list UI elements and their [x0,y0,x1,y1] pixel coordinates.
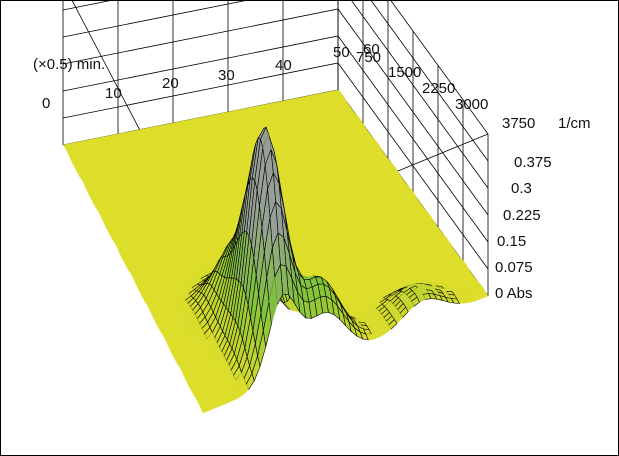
abs-tick-label: 0.375 [514,154,552,171]
time-tick-label: 20 [162,75,179,92]
wavenumber-tick-label: 3000 [455,96,488,113]
wavenumber-tick-label: 750 [356,49,381,66]
abs-tick-label: 0.075 [495,259,533,276]
wavenumber-tick-label: 2250 [422,80,455,97]
time-tick-label: 0 [42,95,50,112]
wavenumber-tick-label: 3750 [502,115,535,132]
time-axis-unit: (×0.5) min. [33,56,105,73]
time-tick-label: 50 [333,44,350,61]
abs-tick-label: 0.3 [511,180,532,197]
abs-tick-label: 0.15 [497,233,526,250]
wavenumber-tick-label: 1500 [388,64,421,81]
time-tick-label: 60 [363,41,380,58]
surface-plot [62,89,489,414]
wavenumber-axis-unit: 1/cm [558,115,591,132]
surface-cell [200,405,209,414]
time-tick-label: 30 [218,67,235,84]
time-tick-label: 40 [275,57,292,74]
abs-tick-label: 0.225 [503,207,541,224]
abs-tick-label: 0 Abs [495,285,533,302]
time-tick-label: 10 [105,85,122,102]
